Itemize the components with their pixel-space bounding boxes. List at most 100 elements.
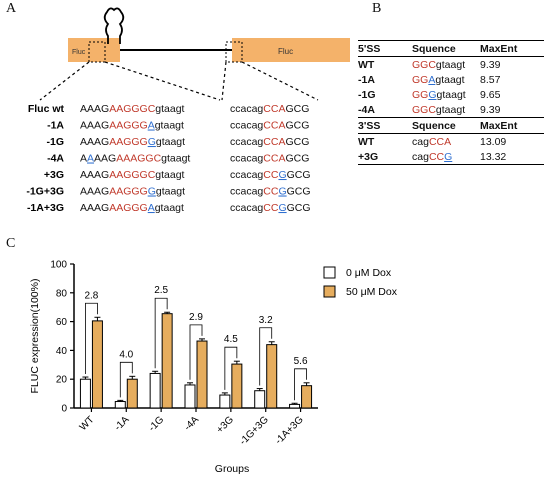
x-tick-label: -1A [113,414,132,433]
ss5-sequence: AAAGAAGGGCgtaagt [80,169,185,181]
x-tick-label: +3G [215,414,236,435]
y-tick-label: 20 [56,375,68,386]
ss5-variant-sequence: GGCgtaagt [412,58,466,71]
ss5-variant-label: -1G [358,88,376,101]
bar-0uM-dox [289,403,301,409]
ss5-maxent-score: 8.57 [480,73,501,86]
legend-label-0uM: 0 μM Dox [346,267,392,279]
ss5-zoom-line-left [39,61,90,101]
y-tick-label: 60 [56,317,68,328]
bar-0uM-dox [79,378,91,409]
legend-swatch-0uM [323,266,336,279]
ss5-sequence: AAAGAAGGGGgtaagt [80,186,185,198]
ss3-header-label: 3'SS [358,117,412,134]
variant-label: -4A [47,153,64,165]
fold-change-label: 3.2 [259,315,273,326]
x-tick-label: -1A+3G [273,414,306,447]
ss5-header-seq: Squence [412,40,480,57]
panel-a-letter: A [6,1,17,16]
bar-50uM-dox [126,378,138,409]
ss5-row: -1A GGAgtaagt 8.57 [358,72,544,87]
legend-label-50uM: 50 μM Dox [346,286,398,298]
ss5-row: -1G GGGgtaagt 9.65 [358,87,544,102]
bar-0uM-dox [219,394,231,409]
ss5-row: -4A GGCgtaagt 9.39 [358,102,544,118]
ss3-variant-label: +3G [358,149,412,165]
ss3-sequence: ccacagCCAGCG [230,136,309,148]
ss3-header-seq: Squence [412,117,480,134]
construct-right-exon [232,38,350,62]
panel-c-bar-chart: 0 20 40 60 80 100 WT -1A -1G -4A +3G -1G+3G -1A+3G 2… [29,260,398,476]
y-tick-label: 0 [61,404,67,415]
fold-change-label: 2.5 [154,285,168,296]
ss3-variant-label: WT [358,135,375,148]
ss5-variant-sequence: GGAgtaagt [412,73,465,86]
construct-right-label: Fluc [278,47,293,56]
ss3-row: +3G cagCCG 13.32 [358,149,544,165]
ss3-variant-sequence: cagCCG [412,149,480,165]
bar-0uM-dox [114,401,126,409]
ss3-sequence: ccacagCCAGCG [230,103,309,115]
panel-a-construct-diagram: Fluc Fluc Fluc wt AAAGAAGGGCgtaagt ccacagC… [26,7,350,214]
maxent-table: 5'SS Squence MaxEnt WT GGCgtaagt 9.39 -1A GG… [358,40,544,165]
bar-50uM-dox [91,320,103,409]
panel-b-letter: B [372,1,382,16]
construct-left-label: Fluc [72,49,86,56]
bar-0uM-dox [184,384,196,409]
x-tick-label: -4A [182,414,201,433]
hairpin-icon [103,7,125,44]
fold-change-label: 2.9 [189,312,203,323]
ss3-sequence: ccacagCCGGCG [230,202,311,214]
fold-change-bracket [259,327,273,386]
fold-change-label: 5.6 [294,356,308,367]
x-tick-label: -1G+3G [238,414,271,447]
y-axis-title: FLUC expression(100%) [29,279,41,394]
ss5-sequence: AAAGAAGGGCgtaagt [80,103,185,115]
ss3-header-score: MaxEnt [480,117,544,134]
legend: 0 μM Dox 50 μM Dox [323,266,398,298]
ss3-variant-sequence: cagCCA [412,135,452,148]
ss3-sequence: ccacagCCAGCG [230,120,309,132]
bar-50uM-dox [196,340,208,409]
ss5-header-score: MaxEnt [480,40,544,57]
bar-50uM-dox [266,344,278,409]
y-tick-label: 80 [56,288,68,299]
ss5-box [88,41,106,63]
fold-change-annotations: 2.8 4.0 2.5 2.9 4.5 3.2 5.6 [84,285,308,401]
fold-change-bracket [85,302,98,375]
ss3-zoom-line-left [221,61,227,101]
variant-label: -1G [46,136,64,148]
panel-b-maxent-table: 5'SS Squence MaxEnt WT GGCgtaagt 9.39 -1A GG… [358,40,544,165]
fold-change-label: 2.8 [84,290,98,301]
ss5-zoom-line-right [104,61,221,101]
ss5-variant-label: WT [358,58,375,71]
fold-change-bracket [119,361,133,398]
ss3-row: WT cagCCA 13.09 [358,134,544,150]
ss5-row: WT GGCgtaagt 9.39 [358,57,544,73]
variant-label: +3G [44,169,64,181]
bar-50uM-dox [301,385,313,409]
ss5-sequence: AAAGAAGGGGgtaagt [80,136,185,148]
panel-c-letter: C [6,236,16,251]
x-tick-label: -1G [147,414,167,434]
variant-label: -1G+3G [26,186,64,198]
ss3-box [225,41,243,63]
variant-label: Fluc wt [28,103,65,115]
variant-label: -1A+3G [27,202,64,214]
ss5-sequence: AAAGAAGGGAgtaagt [80,202,184,214]
chart-bars [79,311,313,409]
fold-change-bracket [154,297,168,369]
ss3-sequence: ccacagCCAGCG [230,153,309,165]
ss3-maxent-score: 13.09 [480,135,507,148]
fold-change-label: 4.0 [119,349,133,360]
ss3-header-row: 3'SS Squence MaxEnt [358,117,544,134]
legend-swatch-50uM [323,285,336,298]
ss3-sequence: ccacagCCGGCG [230,186,311,198]
ss5-maxent-score: 9.65 [480,88,501,101]
bar-50uM-dox [161,313,173,409]
bar-50uM-dox [231,363,243,409]
bar-0uM-dox [254,390,266,409]
ss5-variant-label: -1A [358,73,375,86]
y-tick-label: 40 [56,346,68,357]
ss5-header-row: 5'SS Squence MaxEnt [358,40,544,57]
